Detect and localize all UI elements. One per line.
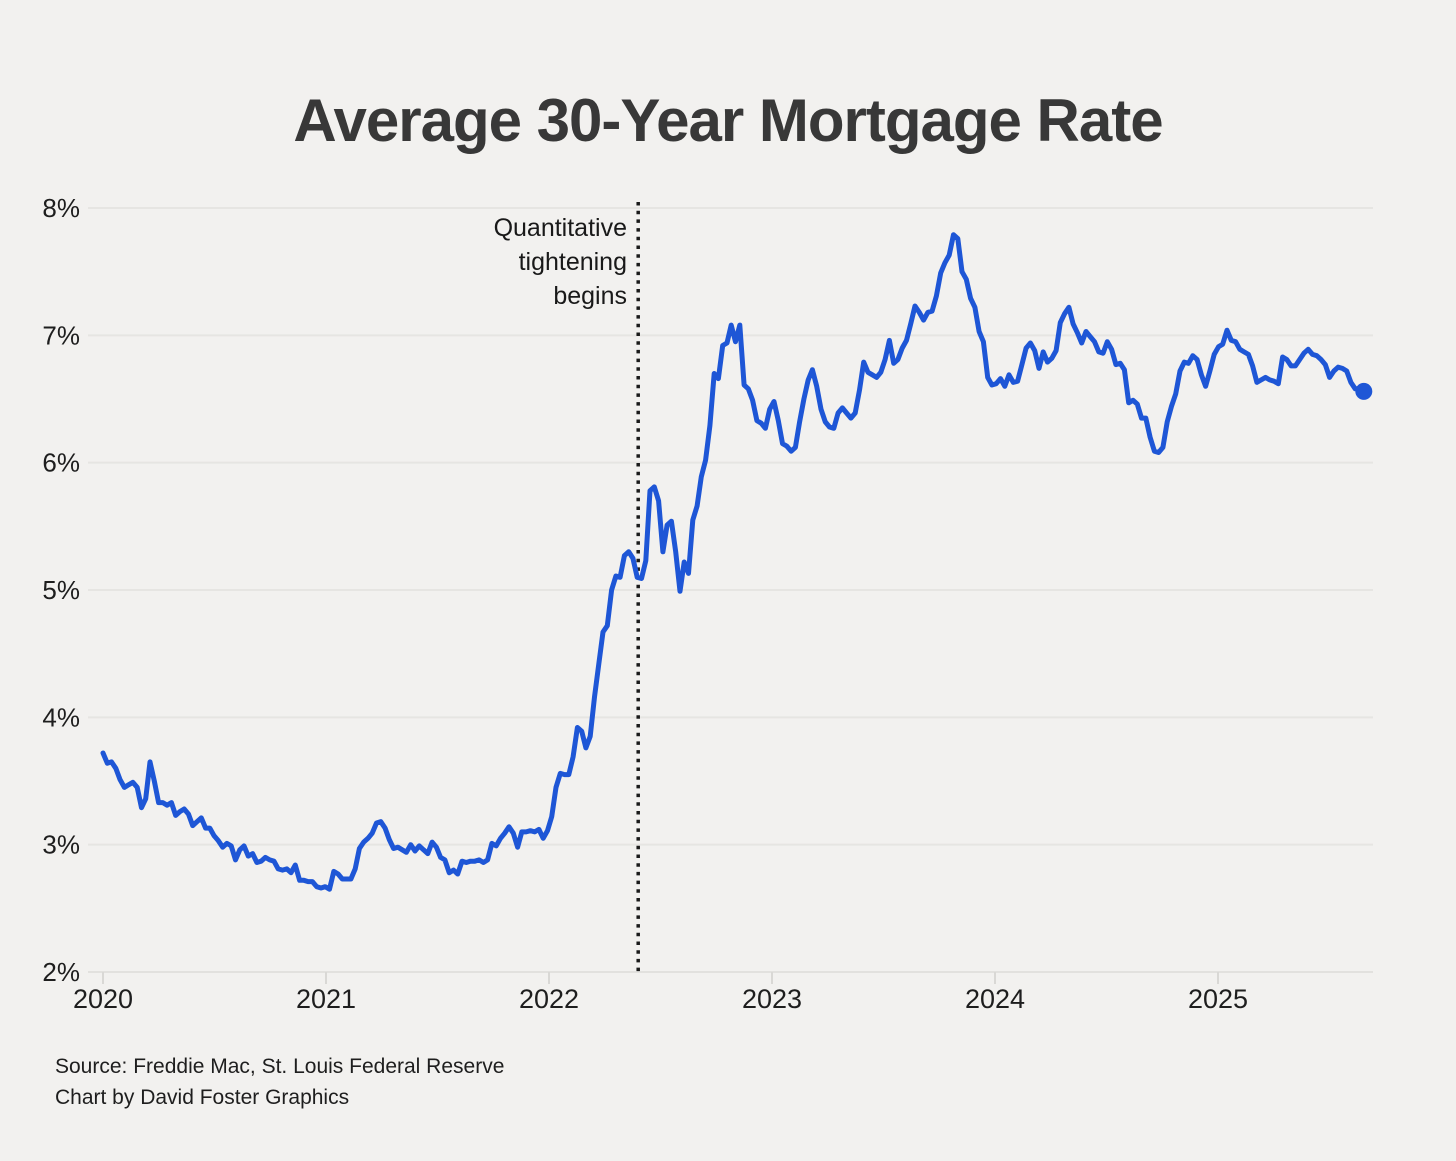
x-axis-tick-label: 2022 [519,984,579,1014]
source-credit: Source: Freddie Mac, St. Louis Federal R… [55,1051,504,1113]
qt-annotation-line-3: begins [553,282,627,310]
rate-line-endpoint-dot [1355,382,1373,400]
chart-title: Average 30-Year Mortgage Rate [293,87,1163,154]
y-axis-tick-label: 8% [42,193,80,223]
y-axis-tick-label: 5% [42,575,80,605]
qt-annotation-line-2: tightening [518,248,627,276]
x-axis-tick-label: 2020 [73,984,133,1014]
source-line: Source: Freddie Mac, St. Louis Federal R… [55,1055,505,1078]
y-axis-tick-label: 3% [42,830,80,860]
y-axis-tick-label: 6% [42,448,80,478]
qt-annotation: Quantitative tightening begins [494,211,627,313]
x-axis-tick-label: 2023 [742,984,802,1014]
x-axis-tick-label: 2025 [1188,984,1248,1014]
credit-line: Chart by David Foster Graphics [55,1086,350,1109]
qt-annotation-line-1: Quantitative [493,214,627,242]
x-axis-tick-label: 2021 [296,984,356,1014]
rate-line-series [100,232,1367,892]
y-axis-tick-label: 7% [42,320,80,350]
y-axis-tick-label: 4% [42,702,80,732]
y-axis-tick-label: 2% [42,957,80,987]
x-axis-tick-label: 2024 [965,984,1025,1014]
